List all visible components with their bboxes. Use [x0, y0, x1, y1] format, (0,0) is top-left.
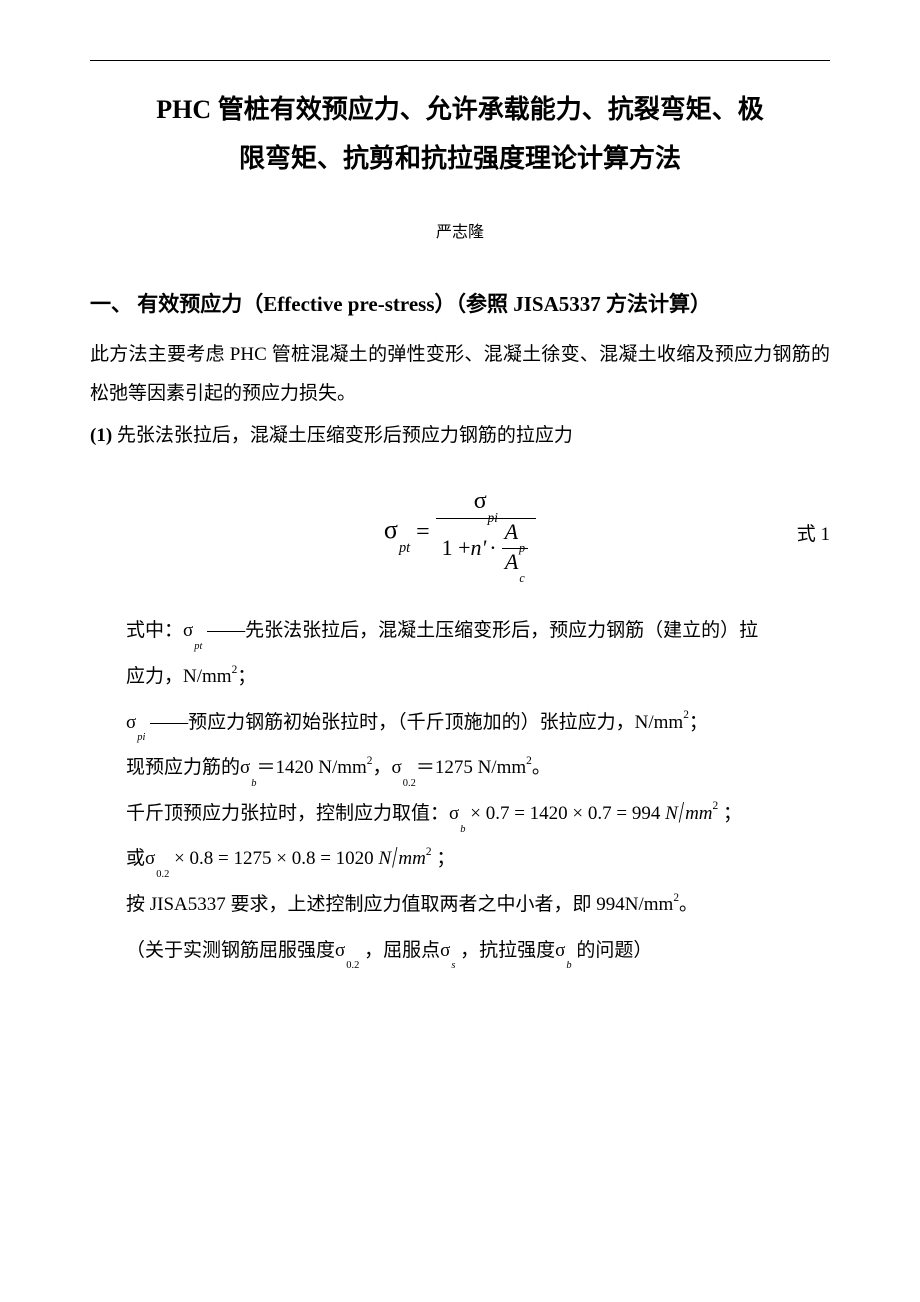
definitions: 式中：σpt ——先张法张拉后，混凝土压缩变形后，预应力钢筋（建立的）拉 应力，…: [90, 608, 830, 973]
sec1-mid: ）（参照: [435, 292, 514, 316]
item-1: (1) 先张法张拉后，混凝土压缩变形后预应力钢筋的拉应力: [90, 417, 830, 456]
main-fraction: σpi 1 + n' · Ap Ac: [436, 487, 536, 577]
sec1-post: 方法计算）: [606, 292, 711, 316]
def-sigma-pi: σpi ——预应力钢筋初始张拉时，（千斤顶施加的）张拉应力，N/mm2；: [126, 700, 830, 746]
def-current-values: 现预应力筋的σb＝1420 N/mm2，σ0.2＝1275 N/mm2。: [126, 745, 830, 791]
item1-num: (1): [90, 425, 112, 446]
def-sigma-pt: 式中：σpt ——先张法张拉后，混凝土压缩变形后，预应力钢筋（建立的）拉: [126, 608, 830, 654]
sec1-num: 一、: [90, 292, 132, 316]
sec1-en: Effective pre-stress: [263, 292, 434, 316]
section-1-heading: 一、 有效预应力（Effective pre-stress）（参照 JISA53…: [90, 286, 830, 324]
top-rule: [90, 60, 830, 61]
title-line1: 管桩有效预应力、允许承载能力、抗裂弯矩、极: [218, 95, 764, 124]
def-jis-requirement: 按 JISA5337 要求，上述控制应力值取两者之中小者，即 994N/mm2。: [126, 882, 830, 928]
def-control-stress-1: 千斤顶预应力张拉时，控制应力取值：σb × 0.7 = 1420 × 0.7 =…: [126, 791, 830, 837]
def-sigma-pt-b: 应力，N/mm2；: [126, 654, 830, 700]
title-line2: 限弯矩、抗剪和抗拉强度理论计算方法: [239, 144, 681, 173]
title-en-prefix: PHC: [156, 95, 217, 124]
formula-1: σpt = σpi 1 + n' · Ap Ac 式: [90, 472, 830, 592]
doc-title: PHC 管桩有效预应力、允许承载能力、抗裂弯矩、极 限弯矩、抗剪和抗拉强度理论计…: [90, 85, 830, 184]
sec1-std: JISA5337: [513, 292, 606, 316]
para-1: 此方法主要考虑 PHC 管桩混凝土的弹性变形、混凝土徐变、混凝土收缩及预应力钢筋…: [90, 336, 830, 414]
sec1-pre: 有效预应力（: [132, 292, 263, 316]
item1-text: 先张法张拉后，混凝土压缩变形后预应力钢筋的拉应力: [112, 425, 573, 446]
author: 严志隆: [90, 218, 830, 242]
def-note: （关于实测钢筋屈服强度σ0.2 ，屈服点σs ，抗拉强度σb 的问题）: [126, 928, 830, 974]
def-control-stress-2: 或σ0.2 × 0.8 = 1275 × 0.8 = 1020 N/mm2 ；: [126, 836, 830, 882]
page: PHC 管桩有效预应力、允许承载能力、抗裂弯矩、极 限弯矩、抗剪和抗拉强度理论计…: [0, 0, 920, 1302]
formula-1-expr: σpt = σpi 1 + n' · Ap Ac: [381, 487, 539, 577]
inner-fraction: Ap Ac: [502, 519, 529, 578]
formula-1-label: 式 1: [797, 519, 830, 546]
